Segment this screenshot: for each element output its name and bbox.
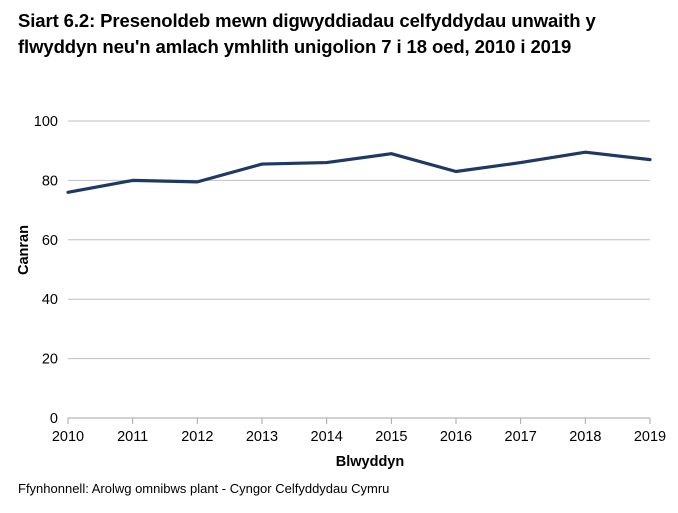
x-axis-tick-label: 2012 xyxy=(181,429,213,445)
x-axis-tick-label: 2017 xyxy=(505,429,537,445)
y-axis-tick-label: 20 xyxy=(42,352,58,368)
x-axis-tick-label: 2019 xyxy=(634,429,666,445)
y-axis-tick-label: 60 xyxy=(42,233,58,249)
gridlines-group xyxy=(68,120,650,419)
footer-divider xyxy=(0,470,678,471)
x-axis-title: Blwyddyn xyxy=(336,454,404,470)
y-axis-tick-label: 80 xyxy=(42,173,58,189)
y-axis-tick-labels: 0 20 40 60 80 100 xyxy=(34,114,58,427)
x-axis-tick-label: 2010 xyxy=(52,429,84,445)
x-axis-tick-labels: 2010 2011 2012 2013 2014 2015 2016 2017 2018 2019 xyxy=(52,429,666,445)
y-axis-tick-label: 100 xyxy=(34,114,58,130)
x-axis-tick-label: 2011 xyxy=(117,429,148,445)
data-series-line xyxy=(66,150,652,194)
y-axis-tick-label: 40 xyxy=(42,292,58,308)
x-axis-tick-label: 2018 xyxy=(569,429,601,445)
x-axis-tick-label: 2014 xyxy=(311,429,343,445)
x-axis-tick-label: 2015 xyxy=(375,429,407,445)
page-title: Siart 6.2: Presenoldeb mewn digwyddiadau… xyxy=(18,10,596,57)
series-line xyxy=(66,150,652,194)
y-axis-tick-label: 0 xyxy=(50,411,58,427)
x-axis-tick-label: 2016 xyxy=(440,429,472,445)
source-note: Ffynhonnell: Arolwg omnibws plant - Cyng… xyxy=(18,481,390,496)
x-axis-tick-label: 2013 xyxy=(246,429,278,445)
axis-ticks-group xyxy=(67,418,651,424)
y-axis-title: Canran xyxy=(16,225,32,275)
